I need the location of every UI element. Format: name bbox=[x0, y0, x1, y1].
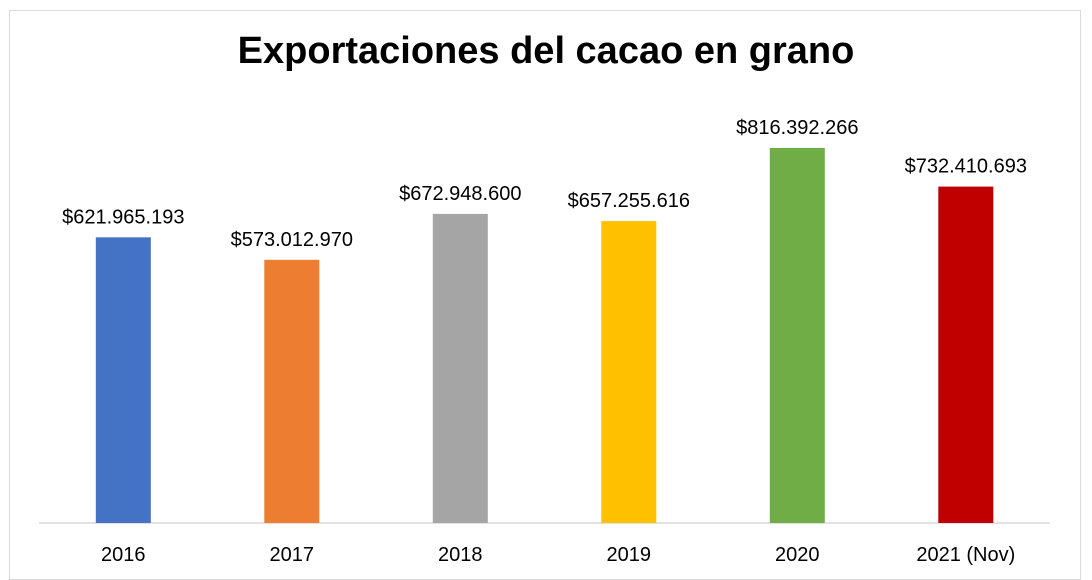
bar-2017 bbox=[264, 259, 320, 523]
bar-2019 bbox=[601, 221, 657, 523]
bar-2018 bbox=[432, 213, 488, 523]
chart-frame bbox=[9, 10, 1081, 580]
bars-group bbox=[95, 148, 994, 524]
bar-2016 bbox=[95, 237, 151, 524]
value-label: $621.965.193 bbox=[62, 206, 184, 228]
x-tick-label: 2017 bbox=[270, 544, 315, 566]
chart-title: Exportaciones del cacao en grano bbox=[237, 30, 855, 72]
value-label: $657.255.616 bbox=[568, 190, 690, 212]
x-tick-label: 2018 bbox=[438, 544, 483, 566]
x-tick-label: 2020 bbox=[775, 544, 820, 566]
value-label: $732.410.693 bbox=[905, 156, 1027, 178]
value-label: $816.392.266 bbox=[736, 117, 858, 139]
bar-2020 bbox=[769, 148, 825, 523]
value-label: $573.012.970 bbox=[231, 229, 353, 251]
value-label: $672.948.600 bbox=[399, 183, 521, 205]
x-tick-labels-group: 2016 2017 2018 2019 2020 2021 (Nov) bbox=[101, 544, 1015, 566]
x-tick-label: 2019 bbox=[607, 544, 652, 566]
bar-2021-nov bbox=[938, 186, 994, 523]
value-labels-group: $621.965.193 $573.012.970 $672.948.600 $657… bbox=[62, 117, 1027, 251]
x-tick-label: 2021 (Nov) bbox=[916, 544, 1015, 566]
x-tick-label: 2016 bbox=[101, 544, 146, 566]
